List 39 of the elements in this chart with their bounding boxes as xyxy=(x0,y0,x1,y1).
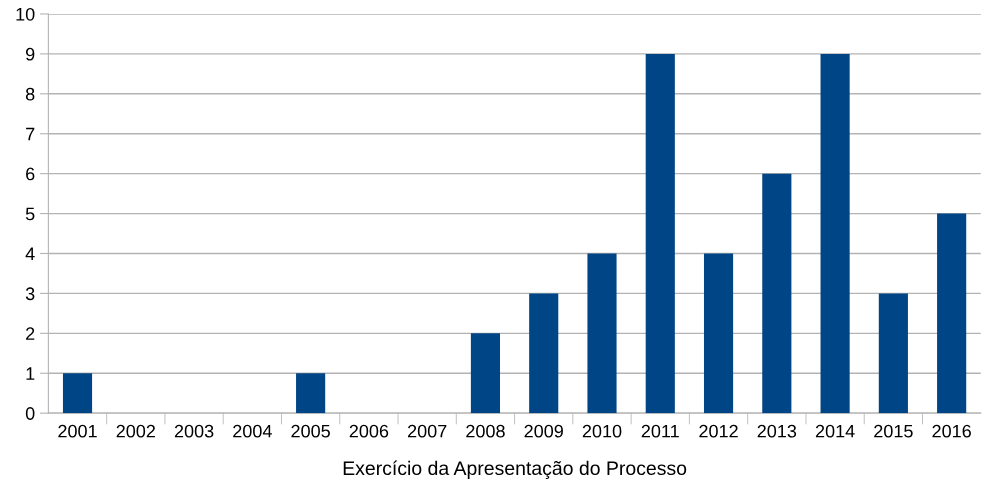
y-tick-label: 1 xyxy=(26,367,35,380)
x-tick-label: 2014 xyxy=(815,424,855,438)
y-tick-label: 5 xyxy=(25,207,35,221)
x-tick-label: 2013 xyxy=(757,424,797,438)
x-tick-label: 2012 xyxy=(699,424,738,438)
x-tick-label: 2011 xyxy=(641,424,679,438)
x-tick-label: 2005 xyxy=(291,424,330,438)
x-tick-label: 2007 xyxy=(408,424,447,438)
bar xyxy=(645,53,675,414)
x-tick-label: 2008 xyxy=(466,424,505,438)
y-tick-label: 7 xyxy=(26,127,35,141)
bar xyxy=(296,373,326,414)
x-tick-label: 2001 xyxy=(58,424,97,438)
x-tick-label: 2004 xyxy=(233,424,272,438)
y-tick-label: 9 xyxy=(26,47,35,61)
bar xyxy=(587,253,617,414)
bar xyxy=(529,293,559,414)
y-tick-label: 6 xyxy=(26,167,35,181)
x-tick-label: 2015 xyxy=(874,424,913,438)
x-tick-label: 2016 xyxy=(932,424,971,438)
y-tick-label: 8 xyxy=(25,87,35,101)
bar xyxy=(703,253,734,414)
x-tick-label: 2006 xyxy=(349,424,389,438)
x-axis-title: Exercício da Apresentação do Processo xyxy=(343,460,687,479)
y-tick-label: 0 xyxy=(25,407,35,420)
y-tick-label: 10 xyxy=(16,7,35,21)
bar xyxy=(820,53,850,414)
y-tick-label: 2 xyxy=(26,327,35,340)
bar xyxy=(937,213,967,414)
x-tick-label: 2003 xyxy=(174,424,214,438)
x-tick-label: 2009 xyxy=(524,424,563,438)
bar xyxy=(62,373,93,414)
y-tick-label: 3 xyxy=(25,287,35,301)
x-tick-label: 2010 xyxy=(582,424,622,438)
bar xyxy=(470,333,501,414)
bar xyxy=(878,293,908,414)
x-tick-label: 2002 xyxy=(116,424,155,438)
y-tick-label: 4 xyxy=(25,247,35,261)
bar xyxy=(762,173,792,414)
